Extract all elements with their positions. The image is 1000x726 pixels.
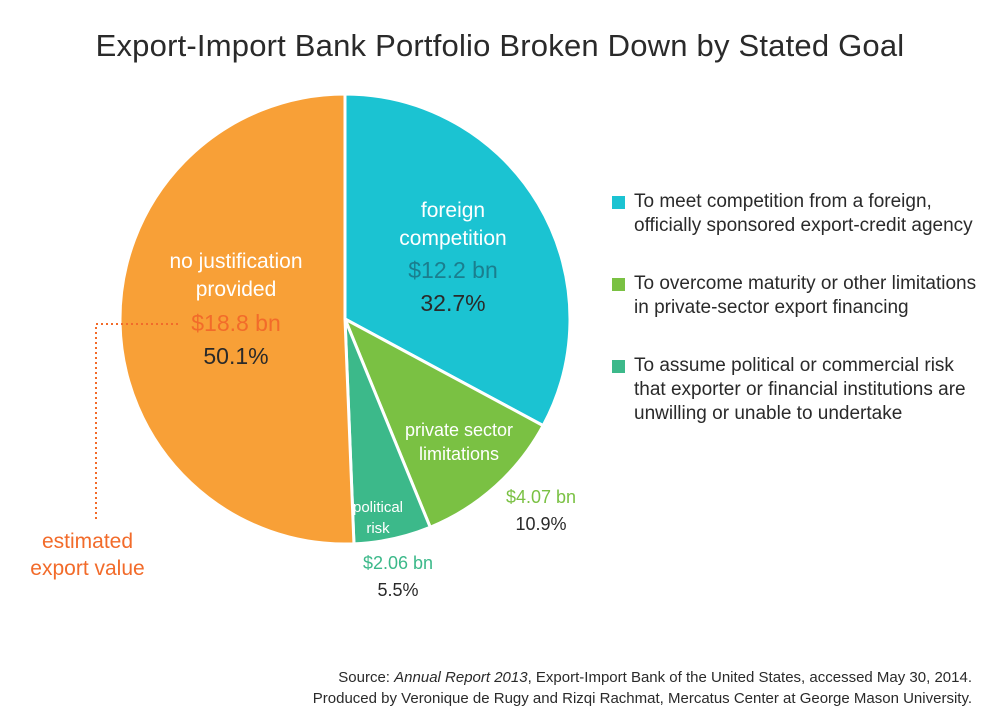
estimated-export-value-annotation: estimated export value (30, 530, 145, 580)
legend-swatch-political-risk (612, 360, 625, 373)
source-line-2: Produced by Veronique de Rugy and Rizqi … (312, 690, 972, 707)
slice-percent-political-risk: 5.5% (377, 580, 418, 600)
source-line-1: Source: Annual Report 2013, Export-Impor… (313, 667, 972, 688)
slice-label-foreign-competition-line-2: competition (399, 227, 506, 250)
source-report-title: Annual Report 2013 (394, 669, 528, 686)
slice-percent-foreign-competition: 32.7% (420, 290, 485, 316)
slice-label-political-risk-line-2: risk (366, 520, 390, 537)
legend-swatch-foreign-competition (612, 196, 625, 209)
source-rest: , Export-Import Bank of the United State… (527, 669, 972, 686)
pie-slice-no-justification (118, 92, 356, 546)
legend-text-foreign-competition: To meet competition from a foreign, offi… (634, 191, 973, 236)
legend-item-private-sector: To overcome maturity or other limitation… (612, 272, 982, 320)
legend-item-political-risk: To assume political or commercial risk t… (612, 354, 982, 426)
slice-value-private-sector-limitations: $4.07 bn (506, 487, 576, 507)
pie-slice-foreign-competition (343, 92, 572, 428)
legend-text-private-sector: To overcome maturity or other limitation… (634, 273, 977, 318)
slice-label-political-risk-line-1: political (353, 499, 403, 516)
slice-label-private-sector-limitations-line-1: private sector (405, 420, 513, 440)
slice-value-no-justification: $18.8 bn (191, 310, 281, 336)
slice-label-no-justification-line-1: no justification (169, 250, 302, 273)
legend-text-political-risk: To assume political or commercial risk t… (634, 355, 966, 424)
source-note: Source: Annual Report 2013, Export-Impor… (313, 667, 972, 709)
slice-percent-no-justification: 50.1% (203, 343, 268, 369)
legend-swatch-private-sector (612, 278, 625, 291)
source-prefix: Source: (338, 669, 395, 686)
chart-title: Export-Import Bank Portfolio Broken Down… (95, 28, 905, 63)
slice-label-no-justification-line-2: provided (196, 278, 277, 301)
slice-label-foreign-competition-line-1: foreign (421, 199, 485, 222)
slice-value-foreign-competition: $12.2 bn (408, 257, 498, 283)
legend-item-foreign-competition: To meet competition from a foreign, offi… (612, 190, 982, 238)
pie-slice-private-sector-limitations (343, 317, 545, 529)
slice-label-private-sector-limitations-line-2: limitations (419, 444, 499, 464)
legend: To meet competition from a foreign, offi… (612, 190, 982, 460)
slice-percent-private-sector-limitations: 10.9% (515, 514, 566, 534)
annotation-connector (95, 323, 178, 520)
slice-value-political-risk: $2.06 bn (363, 553, 433, 573)
